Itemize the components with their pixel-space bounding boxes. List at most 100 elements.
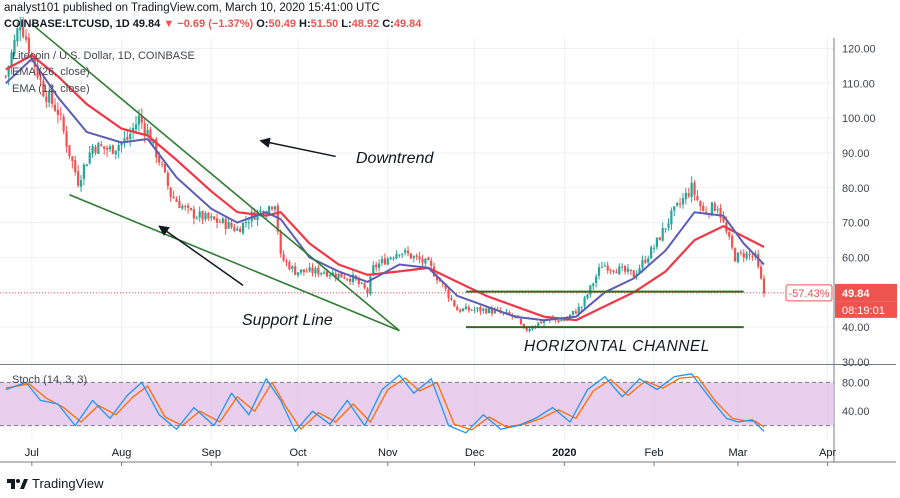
candle-body [114,150,117,155]
candle-body [308,267,311,272]
candle-body [45,96,48,103]
candlesticks [4,16,766,333]
candle-body [94,146,97,153]
downtrend-annotation: Downtrend [356,150,434,167]
candle-body [337,273,340,279]
candle-body [357,278,360,284]
candle-body [79,180,83,187]
downtrend-arrow [259,137,336,158]
candle-body [323,272,326,274]
candle-body [241,222,245,234]
candle-body [482,308,485,311]
candle-body [586,294,589,298]
candle-body [398,254,401,256]
support-line [69,194,400,332]
candle-body [470,309,473,311]
candle-body [221,218,224,223]
candle-body [568,314,572,318]
candle-body [406,250,410,254]
publisher-text: analyst101 published on TradingView.com,… [4,2,380,14]
candle-body [123,138,126,143]
candle-body [366,288,369,294]
support-arrow [158,225,244,286]
price-tick-label: 110.00 [842,78,875,90]
candle-body [626,268,630,272]
candle-body [595,276,598,284]
candle-body [273,206,277,210]
high-value: 51.50 [310,18,339,30]
candle-body [514,315,517,317]
candle-body [189,207,193,210]
candle-body [103,146,106,149]
candle-body [74,159,77,173]
candle-body [111,145,114,154]
candle-body [334,273,337,278]
candle-body [192,209,195,219]
candle-body [346,278,349,280]
candle-body [155,138,158,158]
candle-body [542,320,546,323]
last-price: 49.84 [132,18,161,30]
candle-body [531,327,534,329]
time-tick-label: Sep [201,447,221,459]
support-line-annotation: Support Line [242,312,333,329]
low-label: L: [341,18,352,30]
candle-body [299,269,303,273]
low-value: 48.92 [351,18,380,30]
candle-body [612,270,615,272]
candle-body [126,136,129,140]
candle-body [647,258,650,263]
symbol-label: COINBASE:LTCUSD, 1D [4,18,130,30]
candle-body [215,218,219,223]
candle-body [597,267,601,276]
candle-body [673,206,676,211]
candle-body [163,164,167,173]
candle-body [204,213,207,220]
tradingview-brand[interactable]: TradingView [6,476,104,491]
candle-body [120,142,123,146]
price-tick-label: 90.00 [842,148,870,160]
price-tick-label: 120.00 [842,43,876,55]
time-tick-label: Jul [25,447,39,459]
candle-body [160,163,164,165]
candle-body [62,116,65,132]
candle-body [181,205,184,209]
candle-body [461,308,465,312]
candle-body [415,255,418,257]
candle-body [731,236,734,248]
stoch-d-line [5,375,765,431]
candle-body [363,283,366,289]
candle-body [759,266,763,279]
candle-body [560,320,563,322]
candle-body [140,115,143,123]
candle-body [360,282,363,284]
candle-body [349,278,352,282]
candle-body [424,258,427,264]
candle-body [198,211,201,218]
candle-body [328,275,332,277]
candle-body [618,266,621,275]
price-tick-label: 70.00 [842,218,870,230]
candle-body [745,253,748,259]
candle-body [33,55,36,67]
candle-body [30,53,33,55]
candle-body [331,272,334,276]
open-value: 50.49 [268,18,296,30]
candle-body [464,306,468,310]
candle-body [427,257,430,261]
candle-body [105,147,109,150]
candle-body [236,228,239,231]
percent-badge-text: -57.43% [789,288,830,300]
candle-body [50,89,54,104]
price-tick-label: 40.00 [842,322,870,334]
candle-body [699,201,702,207]
candle-body [288,262,291,270]
candle-body [485,308,488,314]
candle-body [85,164,88,167]
ema12-line [5,57,765,322]
candle-body [143,123,146,135]
brand-name: TradingView [32,476,104,491]
candle-body [487,307,491,313]
candle-body [713,203,716,212]
